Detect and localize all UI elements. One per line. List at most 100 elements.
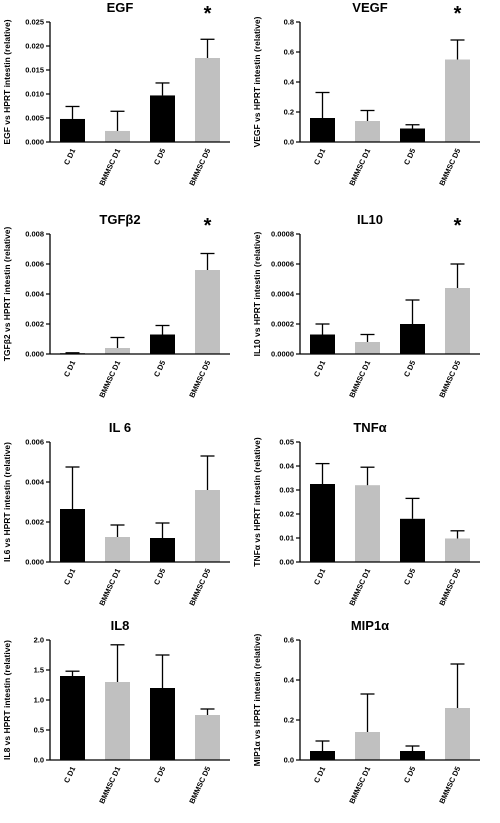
y-tick-label: 0.03 xyxy=(279,486,294,495)
x-category-label: BMMSC D5 xyxy=(187,567,212,607)
y-axis-label: TNFα vs HPRT intestin (relative) xyxy=(252,437,262,567)
bar xyxy=(195,490,220,562)
y-tick-label: 0.4 xyxy=(284,676,295,685)
bar xyxy=(400,751,425,760)
x-category-label: C D1 xyxy=(312,765,327,784)
x-category-label: BMMSC D1 xyxy=(347,359,372,399)
x-category-label: C D1 xyxy=(312,567,327,586)
x-category-label: C D1 xyxy=(312,359,327,378)
y-tick-label: 0.0008 xyxy=(271,230,294,239)
y-axis-label: MIP1α vs HPRT intestin (relative) xyxy=(252,633,262,766)
chart-title: IL10 xyxy=(357,212,383,227)
x-category-label: BMMSC D5 xyxy=(187,359,212,399)
y-tick-label: 0.0004 xyxy=(271,290,295,299)
x-category-label: BMMSC D1 xyxy=(347,147,372,187)
x-category-label: BMMSC D5 xyxy=(437,567,462,607)
y-tick-label: 0.000 xyxy=(25,350,44,359)
y-tick-label: 0.6 xyxy=(284,48,294,57)
y-tick-label: 0.05 xyxy=(279,438,294,447)
x-category-label: C D5 xyxy=(152,147,167,166)
x-category-label: BMMSC D1 xyxy=(97,567,122,607)
x-category-label: BMMSC D5 xyxy=(437,359,462,399)
bar xyxy=(355,121,380,142)
chart-title: EGF xyxy=(107,0,134,15)
bar xyxy=(445,288,470,354)
significance-star: * xyxy=(204,3,212,25)
x-category-label: C D1 xyxy=(312,147,327,166)
x-category-label: C D5 xyxy=(152,765,167,784)
x-category-label: C D5 xyxy=(402,567,417,586)
y-tick-label: 0.000 xyxy=(25,558,44,567)
y-tick-label: 0.002 xyxy=(25,518,44,527)
y-tick-label: 0.0006 xyxy=(271,260,294,269)
y-axis-label: TGFβ2 vs HPRT intestin (relative) xyxy=(2,227,12,362)
bar xyxy=(150,688,175,760)
x-category-label: BMMSC D5 xyxy=(437,765,462,805)
y-axis-label: IL6 vs HPRT intestin (relative) xyxy=(2,442,12,562)
il10-chart: IL10 IL10 vs HPRT intestin (relative) 0.00… xyxy=(252,212,480,399)
bar xyxy=(400,518,425,562)
x-category-label: BMMSC D1 xyxy=(347,567,372,607)
y-tick-label: 0.8 xyxy=(284,18,294,27)
y-tick-label: 0.0002 xyxy=(271,320,294,329)
bar xyxy=(310,118,335,142)
x-category-label: C D5 xyxy=(152,567,167,586)
y-tick-label: 0.2 xyxy=(284,716,294,725)
bar xyxy=(195,58,220,142)
y-tick-label: 0.020 xyxy=(25,42,44,51)
y-tick-label: 0.0 xyxy=(284,138,294,147)
chart-title: IL 6 xyxy=(109,420,131,435)
y-axis-label: VEGF vs HPRT intestin (relative) xyxy=(252,16,262,147)
y-tick-label: 0.025 xyxy=(25,18,44,27)
x-category-label: C D5 xyxy=(402,765,417,784)
bar xyxy=(310,334,335,354)
bar xyxy=(105,682,130,760)
y-tick-label: 0.0000 xyxy=(271,350,294,359)
y-tick-label: 0.006 xyxy=(25,260,44,269)
y-tick-label: 0.0 xyxy=(34,756,44,765)
x-category-label: BMMSC D5 xyxy=(187,765,212,805)
x-category-label: C D1 xyxy=(62,765,77,784)
y-tick-label: 0.015 xyxy=(25,66,44,75)
bar xyxy=(355,342,380,354)
egf-chart: EGF EGF vs HPRT intestin (relative) 0.000 0… xyxy=(2,0,230,187)
x-category-label: C D1 xyxy=(62,147,77,166)
y-tick-label: 0.02 xyxy=(279,510,294,519)
bar xyxy=(445,708,470,760)
bar xyxy=(150,538,175,562)
x-category-label: BMMSC D1 xyxy=(97,359,122,399)
mip1a-chart: MIP1α MIP1α vs HPRT intestin (relative) 0.… xyxy=(252,618,480,805)
y-tick-label: 0.00 xyxy=(279,558,294,567)
significance-star: * xyxy=(204,215,212,237)
tgfb2-chart: TGFβ2 TGFβ2 vs HPRT intestin (relative) 0.… xyxy=(2,212,230,399)
y-tick-label: 0.5 xyxy=(34,726,44,735)
significance-star: * xyxy=(454,3,462,25)
bar xyxy=(150,95,175,142)
x-category-label: C D5 xyxy=(402,147,417,166)
x-category-label: BMMSC D5 xyxy=(187,147,212,187)
x-category-label: C D1 xyxy=(62,359,77,378)
bar xyxy=(445,538,470,562)
il8-chart: IL8 IL8 vs HPRT intestin (relative) 0.0 0.5… xyxy=(2,618,230,805)
bar xyxy=(105,348,130,354)
bar xyxy=(60,118,85,142)
y-tick-label: 0.004 xyxy=(25,478,45,487)
chart-title: VEGF xyxy=(352,0,387,15)
x-category-label: BMMSC D1 xyxy=(347,765,372,805)
x-category-label: C D5 xyxy=(402,359,417,378)
tnfa-chart: TNFα TNFα vs HPRT intestin (relative) 0.00… xyxy=(252,420,480,607)
y-tick-label: 0.6 xyxy=(284,636,294,645)
y-tick-label: 2.0 xyxy=(34,636,44,645)
y-axis-label: EGF vs HPRT intestin (relative) xyxy=(2,19,12,144)
bar xyxy=(60,509,85,562)
bar xyxy=(400,324,425,354)
bar xyxy=(310,484,335,562)
y-tick-label: 0.04 xyxy=(279,462,294,471)
y-tick-label: 0.006 xyxy=(25,438,44,447)
y-tick-label: 0.005 xyxy=(25,114,44,123)
chart-title: IL8 xyxy=(111,618,130,633)
y-tick-label: 1.0 xyxy=(34,696,44,705)
bar xyxy=(150,334,175,354)
bar xyxy=(400,128,425,142)
chart-title: TGFβ2 xyxy=(99,212,140,227)
